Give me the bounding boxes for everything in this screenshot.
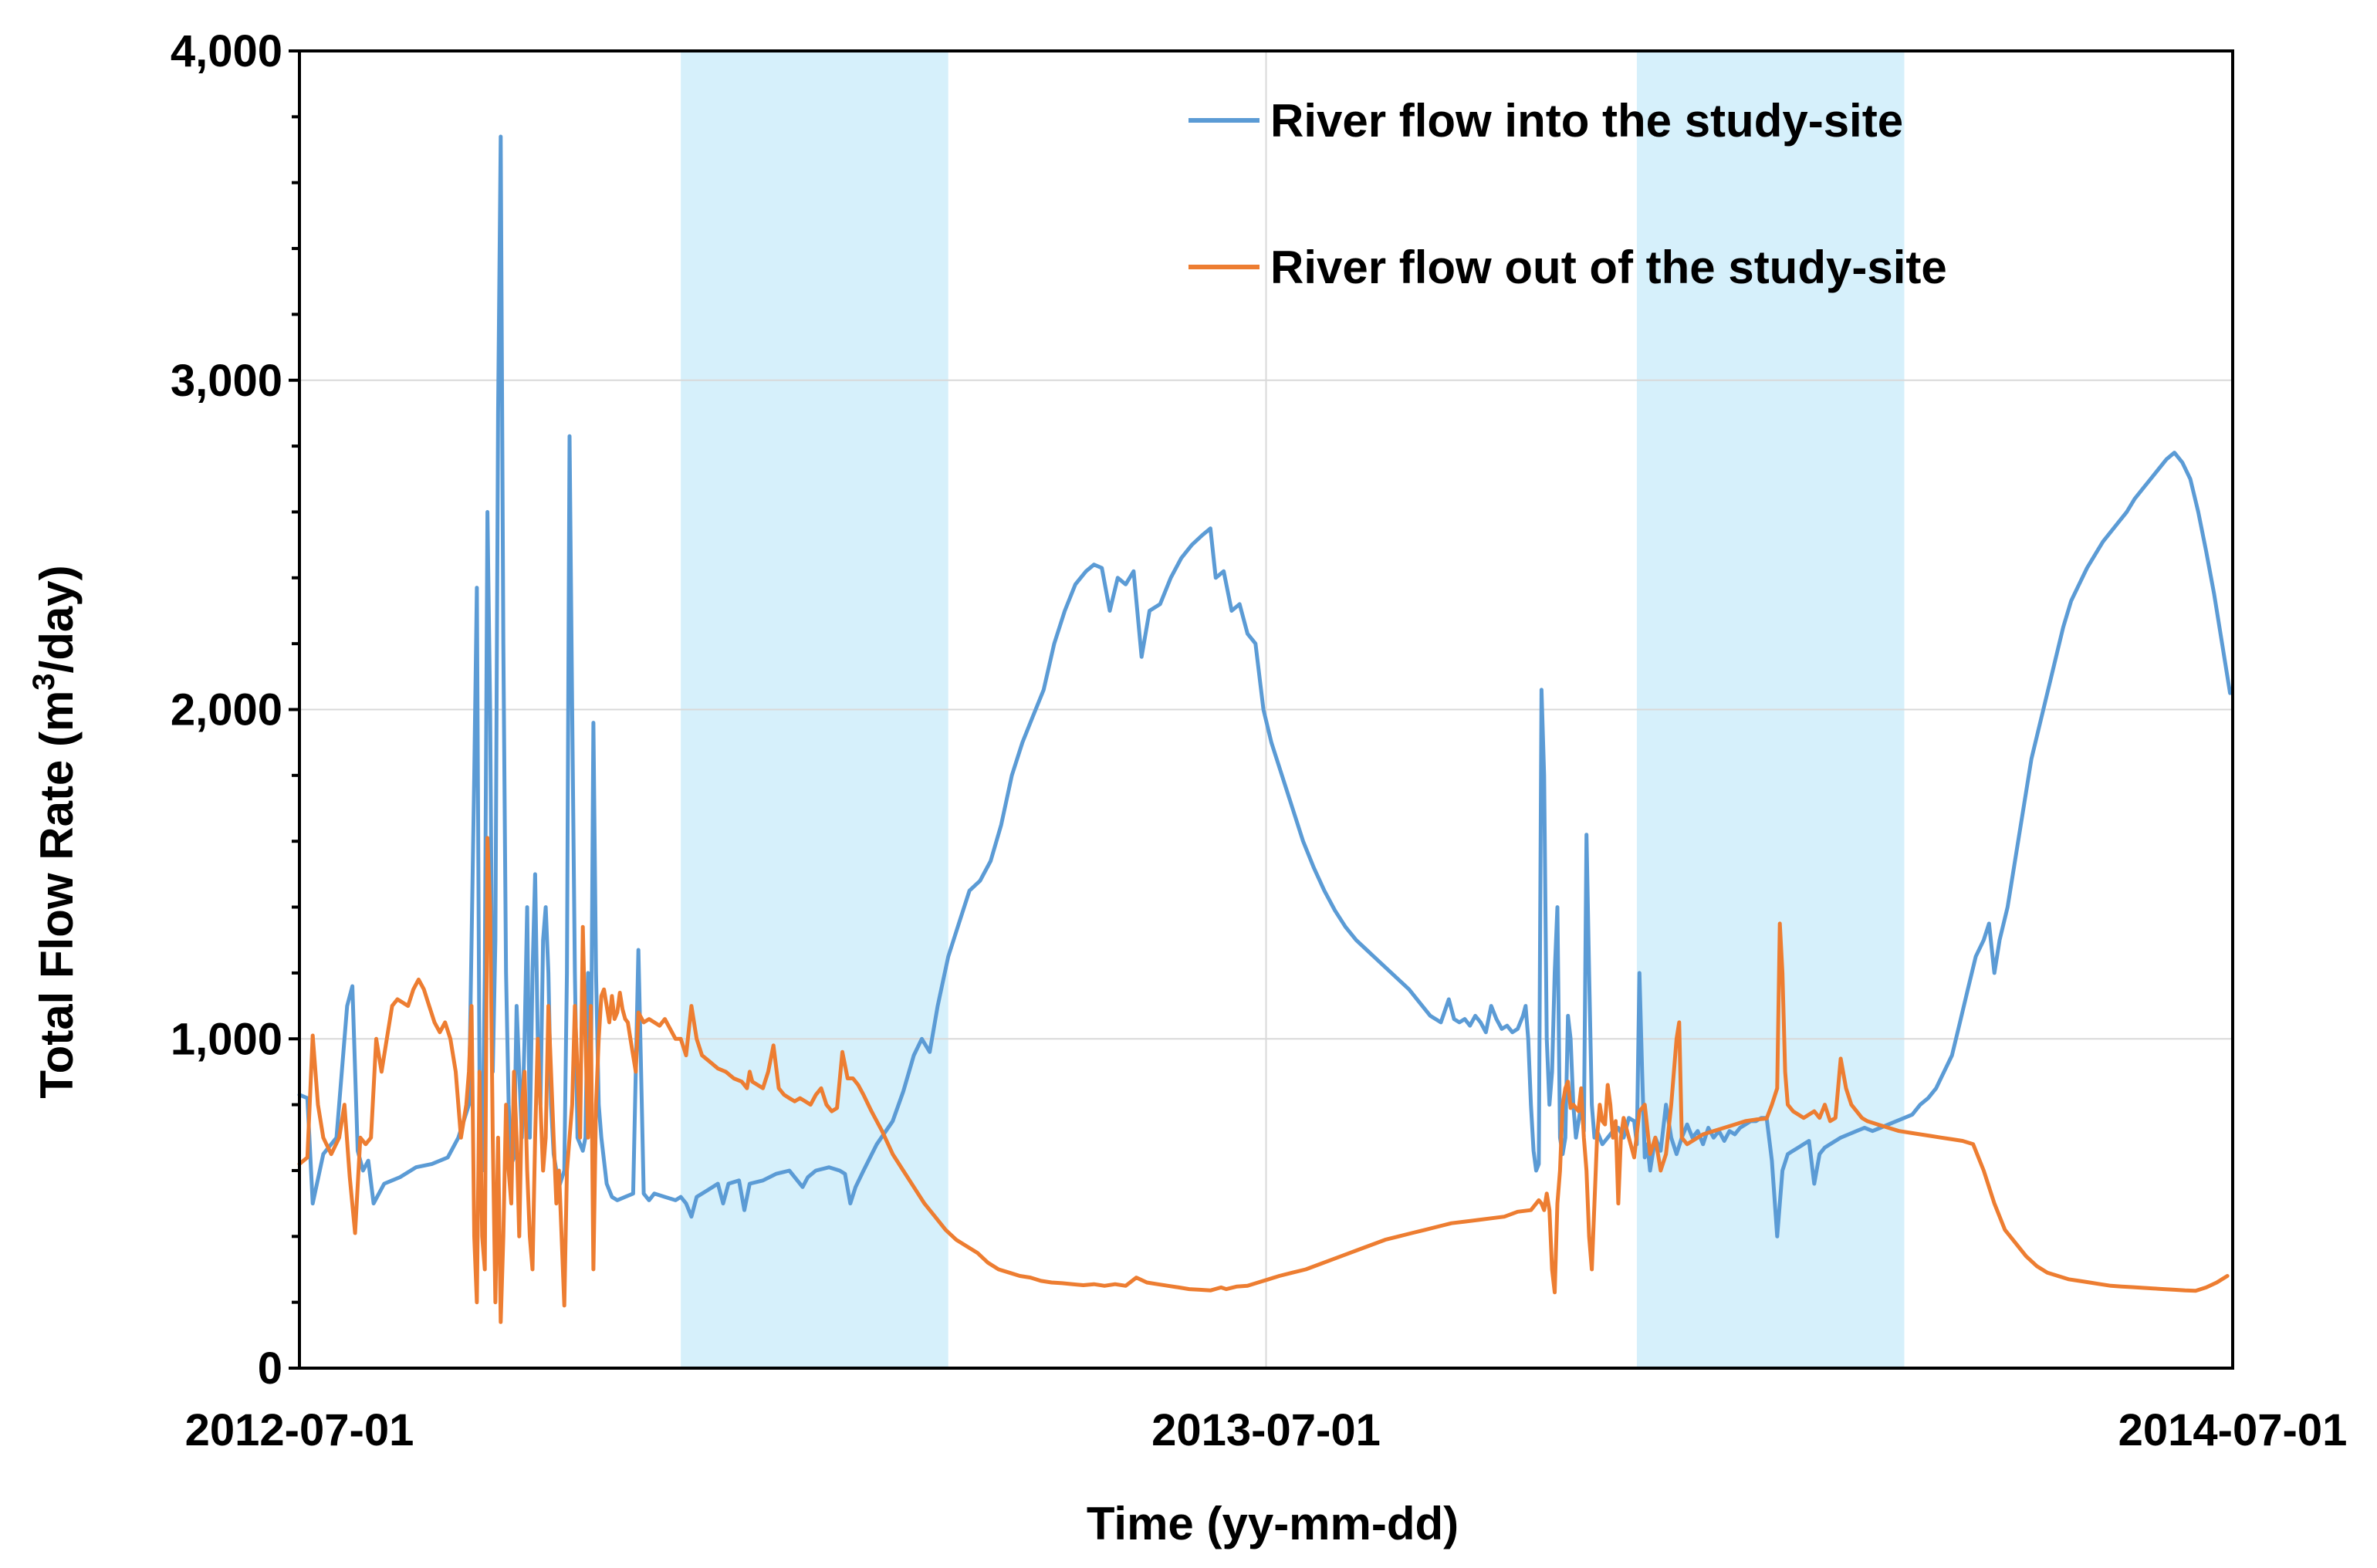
series-lines [297,134,2233,1324]
series-line-outflow [297,836,2230,1324]
series-line-inflow [297,134,2233,1239]
y-axis-ticks: 0 1,000 2,000 3,000 4,000 [171,26,299,1394]
legend-label-outflow: River flow out of the study-site [1270,242,1947,293]
y-tick-label: 4,000 [171,26,282,76]
x-tick-label: 2013-07-01 [1151,1405,1381,1455]
legend: River flow into the study-site River flo… [1188,95,1947,293]
x-tick-label: 2014-07-01 [2118,1405,2348,1455]
x-axis-title: Time (yy-mm-dd) [1087,1498,1459,1549]
x-axis-ticks: 2012-07-01 2013-07-01 2014-07-01 [185,1405,2348,1455]
x-tick-label: 2012-07-01 [185,1405,414,1455]
gridlines [299,51,2233,1368]
y-tick-label: 0 [258,1343,282,1394]
y-tick-label: 3,000 [171,356,282,406]
y-tick-label: 2,000 [171,685,282,735]
legend-label-inflow: River flow into the study-site [1270,95,1903,147]
y-tick-label: 1,000 [171,1014,282,1064]
y-axis-title: Total Flow Rate (m3/day) [27,565,83,1098]
